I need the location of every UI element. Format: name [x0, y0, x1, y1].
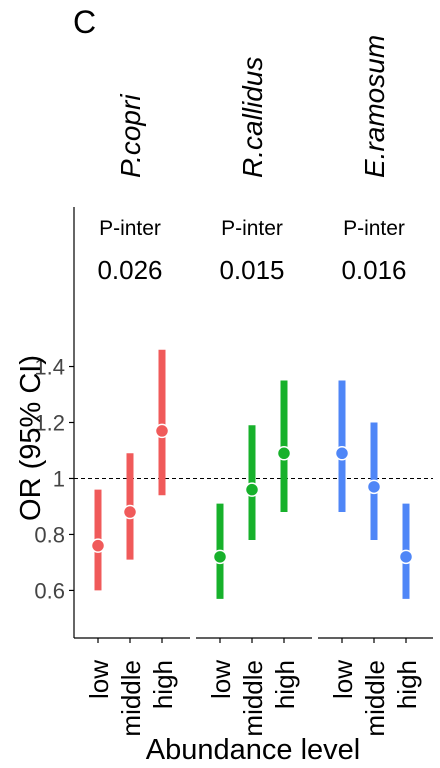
or-point	[398, 549, 414, 565]
x-tick-label: low	[84, 660, 114, 699]
y-axis-label: OR (95% CI)	[15, 355, 47, 521]
or-point	[154, 423, 170, 439]
x-tick-label: high	[148, 660, 178, 709]
x-axis-label: Abundance level	[146, 734, 360, 766]
group-label: E.ramosum	[359, 35, 390, 178]
x-tick-label: low	[206, 660, 236, 699]
y-tick-label: 1	[53, 466, 65, 491]
y-tick-label: 1.2	[34, 411, 65, 436]
or-point	[212, 549, 228, 565]
y-tick-label: 0.6	[34, 578, 65, 603]
x-tick-label: middle	[116, 660, 146, 737]
p-inter-value: 0.015	[219, 255, 284, 285]
or-point	[366, 479, 382, 495]
or-point	[334, 446, 350, 461]
group-label: R.callidus	[237, 57, 268, 178]
panel-label: C	[73, 4, 96, 40]
x-tick-label: high	[392, 660, 422, 709]
p-inter-label: P-inter	[221, 217, 283, 240]
x-tick-label: middle	[238, 660, 268, 737]
p-inter-label: P-inter	[343, 217, 405, 240]
x-tick-label: high	[270, 660, 300, 709]
x-tick-label: low	[328, 660, 358, 699]
p-inter-value: 0.016	[341, 255, 406, 285]
p-inter-label: P-inter	[99, 217, 161, 240]
or-point	[244, 482, 260, 497]
or-point	[90, 538, 106, 553]
p-inter-value: 0.026	[97, 255, 162, 285]
or-point	[276, 446, 292, 461]
x-tick-label: middle	[360, 660, 390, 737]
y-tick-label: 0.8	[34, 522, 65, 547]
y-tick-label: 1.4	[34, 355, 65, 380]
group-label: P.copri	[115, 94, 146, 178]
or-point	[122, 504, 138, 520]
